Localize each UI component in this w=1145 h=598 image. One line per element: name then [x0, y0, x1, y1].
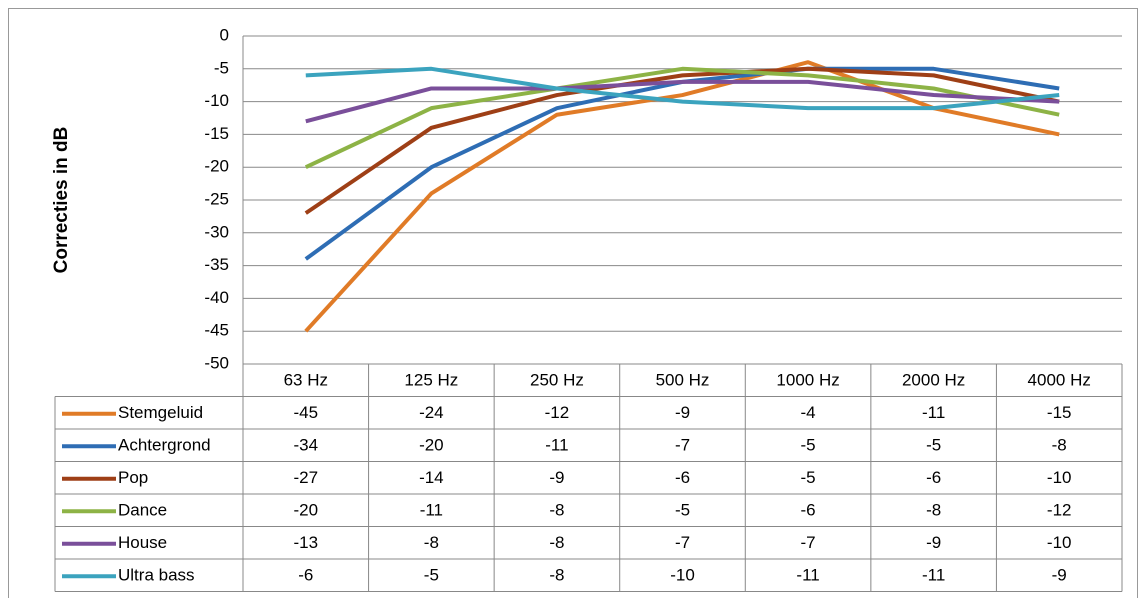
- table-cell: -20: [293, 501, 318, 520]
- table-cell: -9: [675, 403, 690, 422]
- legend-label: Dance: [118, 501, 167, 520]
- series-line: [304, 66, 1060, 215]
- table-cell: -11: [545, 436, 568, 455]
- table-cell: -9: [549, 468, 564, 487]
- table-cell: -24: [419, 403, 444, 422]
- x-tick-label: 4000 Hz: [1028, 371, 1091, 390]
- legend-label: Stemgeluid: [118, 403, 203, 422]
- table-cell: -11: [420, 501, 443, 520]
- table-cell: -8: [549, 566, 564, 585]
- x-tick-label: 1000 Hz: [776, 371, 839, 390]
- table-cell: -8: [926, 501, 941, 520]
- table-cell: -15: [1047, 403, 1072, 422]
- table-cell: -34: [293, 436, 318, 455]
- table-cell: -7: [675, 533, 690, 552]
- legend-label: Ultra bass: [118, 566, 195, 585]
- x-tick-label: 250 Hz: [530, 371, 584, 390]
- y-tick-label: -50: [204, 353, 229, 372]
- table-cell: -45: [293, 403, 318, 422]
- table-cell: -7: [801, 533, 816, 552]
- x-tick-label: 500 Hz: [656, 371, 710, 390]
- table-cell: -11: [796, 566, 819, 585]
- table-cell: -13: [293, 533, 318, 552]
- table-cell: -9: [1052, 566, 1067, 585]
- table-cell: -5: [926, 436, 941, 455]
- table-cell: -5: [424, 566, 439, 585]
- y-tick-label: -15: [204, 124, 229, 143]
- table-cell: -27: [293, 468, 318, 487]
- chart-frame: [8, 8, 1138, 598]
- table-cell: -10: [1047, 533, 1072, 552]
- table-cell: -5: [675, 501, 690, 520]
- legend-label: House: [118, 533, 167, 552]
- table-cell: -10: [670, 566, 695, 585]
- y-tick-label: -35: [204, 255, 229, 274]
- table-cell: -12: [1047, 501, 1072, 520]
- y-tick-label: -45: [204, 321, 229, 340]
- table-cell: -6: [801, 501, 816, 520]
- table-cell: -12: [545, 403, 570, 422]
- table-cell: -6: [298, 566, 313, 585]
- series-line: [305, 66, 1060, 111]
- table-cell: -11: [922, 403, 945, 422]
- x-tick-label: 125 Hz: [404, 371, 458, 390]
- y-tick-label: -20: [204, 157, 229, 176]
- x-tick-label: 63 Hz: [284, 371, 328, 390]
- table-cell: -8: [424, 533, 439, 552]
- y-axis-label: Correcties in dB: [51, 127, 72, 274]
- y-tick-label: -5: [214, 58, 229, 77]
- y-tick-label: -40: [204, 288, 229, 307]
- table-cell: -4: [801, 403, 816, 422]
- table-cell: -5: [801, 436, 816, 455]
- y-tick-label: -25: [204, 189, 229, 208]
- table-cell: -8: [549, 501, 564, 520]
- table-cell: -8: [549, 533, 564, 552]
- series-line: [305, 79, 1060, 124]
- table-cell: -8: [1052, 436, 1067, 455]
- y-tick-label: 0: [220, 25, 229, 44]
- x-tick-label: 2000 Hz: [902, 371, 965, 390]
- table-cell: -20: [419, 436, 444, 455]
- table-cell: -14: [419, 468, 444, 487]
- table-cell: -7: [675, 436, 690, 455]
- table-cell: -9: [926, 533, 941, 552]
- y-tick-label: -10: [204, 91, 229, 110]
- table-cell: -11: [922, 566, 945, 585]
- legend-label: Achtergrond: [118, 436, 211, 455]
- table-cell: -5: [801, 468, 816, 487]
- table-cell: -6: [675, 468, 690, 487]
- table-cell: -6: [926, 468, 941, 487]
- legend-label: Pop: [118, 468, 148, 487]
- series-line: [304, 66, 1060, 170]
- y-tick-label: -30: [204, 222, 229, 241]
- table-cell: -10: [1047, 468, 1072, 487]
